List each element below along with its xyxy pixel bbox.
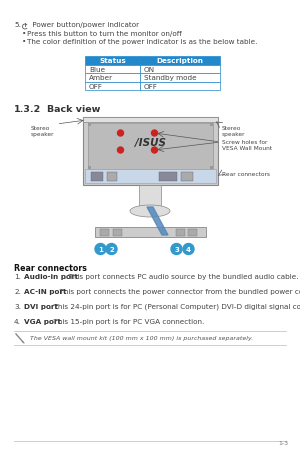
Bar	[176, 230, 184, 236]
Text: Stereo
speaker: Stereo speaker	[221, 126, 245, 137]
Bar	[209, 166, 212, 170]
Text: Amber: Amber	[89, 75, 113, 81]
Circle shape	[152, 131, 158, 137]
Bar	[88, 124, 212, 170]
Bar	[91, 173, 103, 182]
Bar	[85, 57, 140, 65]
Bar	[140, 65, 220, 74]
Bar	[85, 74, 140, 83]
Text: /ISUS: /ISUS	[134, 138, 166, 147]
Text: . This 24-pin port is for PC (Personal Computer) DVI-D digital signal connection: . This 24-pin port is for PC (Personal C…	[49, 304, 300, 310]
Bar	[181, 173, 193, 182]
Circle shape	[95, 244, 106, 255]
Bar	[88, 124, 91, 127]
Text: The color definition of the power indicator is as the below table.: The color definition of the power indica…	[27, 39, 257, 45]
Text: 4.: 4.	[14, 318, 21, 324]
Text: . This port connects PC audio source by the bundled audio cable.: . This port connects PC audio source by …	[64, 273, 299, 279]
Bar	[112, 230, 122, 236]
Circle shape	[106, 244, 117, 255]
Text: 1.3.2: 1.3.2	[14, 105, 41, 114]
Text: DVI port: DVI port	[24, 304, 58, 309]
Text: OFF: OFF	[89, 83, 103, 90]
Text: Back view: Back view	[47, 105, 100, 114]
Circle shape	[118, 147, 124, 154]
Text: The VESA wall mount kit (100 mm x 100 mm) is purchased separately.: The VESA wall mount kit (100 mm x 100 mm…	[30, 336, 253, 341]
Text: AC-IN port: AC-IN port	[24, 288, 67, 295]
Text: Description: Description	[157, 58, 203, 64]
Text: VGA port: VGA port	[24, 318, 61, 324]
Text: ON: ON	[144, 67, 155, 73]
Text: Rear connectors: Rear connectors	[221, 172, 269, 177]
Bar	[94, 227, 206, 238]
Bar	[139, 186, 161, 207]
Text: Audio-in port: Audio-in port	[24, 273, 78, 279]
Text: 2.: 2.	[14, 288, 21, 295]
Ellipse shape	[130, 206, 170, 217]
Text: 1: 1	[98, 246, 103, 253]
Text: 1-3: 1-3	[278, 440, 288, 445]
Text: Press this button to turn the monitor on/off: Press this button to turn the monitor on…	[27, 31, 182, 37]
Text: Stereo
speaker: Stereo speaker	[31, 126, 55, 137]
Text: •: •	[22, 39, 26, 45]
Text: 3.: 3.	[14, 304, 21, 309]
Circle shape	[152, 147, 158, 154]
Bar	[209, 124, 212, 127]
Polygon shape	[147, 207, 168, 235]
Text: 5.: 5.	[14, 22, 21, 28]
Bar	[85, 170, 215, 184]
Text: 4: 4	[186, 246, 191, 253]
Bar	[85, 65, 140, 74]
Text: Blue: Blue	[89, 67, 105, 73]
Text: Standby mode: Standby mode	[144, 75, 196, 81]
Text: Power button/power indicator: Power button/power indicator	[30, 22, 139, 28]
Text: . This port connects the power connector from the bundled power cord.: . This port connects the power connector…	[55, 288, 300, 295]
Bar	[140, 74, 220, 83]
Circle shape	[118, 131, 124, 137]
Bar	[140, 83, 220, 91]
Text: . This 15-pin port is for PC VGA connection.: . This 15-pin port is for PC VGA connect…	[49, 318, 204, 324]
Text: 3: 3	[174, 246, 179, 253]
Text: •: •	[22, 31, 26, 37]
Bar	[158, 173, 176, 182]
Bar	[140, 57, 220, 65]
Bar	[82, 118, 218, 123]
Text: Screw holes for
VESA Wall Mount: Screw holes for VESA Wall Mount	[221, 140, 272, 151]
Bar	[88, 166, 91, 170]
Bar	[106, 173, 116, 182]
Bar	[85, 83, 140, 91]
Text: Rear connectors: Rear connectors	[14, 263, 87, 272]
Text: 2: 2	[109, 246, 114, 253]
Bar	[82, 118, 218, 186]
Circle shape	[183, 244, 194, 255]
Bar	[100, 230, 109, 236]
Text: Status: Status	[99, 58, 126, 64]
Bar	[188, 230, 196, 236]
Text: 1.: 1.	[14, 273, 21, 279]
Circle shape	[171, 244, 182, 255]
Text: OFF: OFF	[144, 83, 158, 90]
